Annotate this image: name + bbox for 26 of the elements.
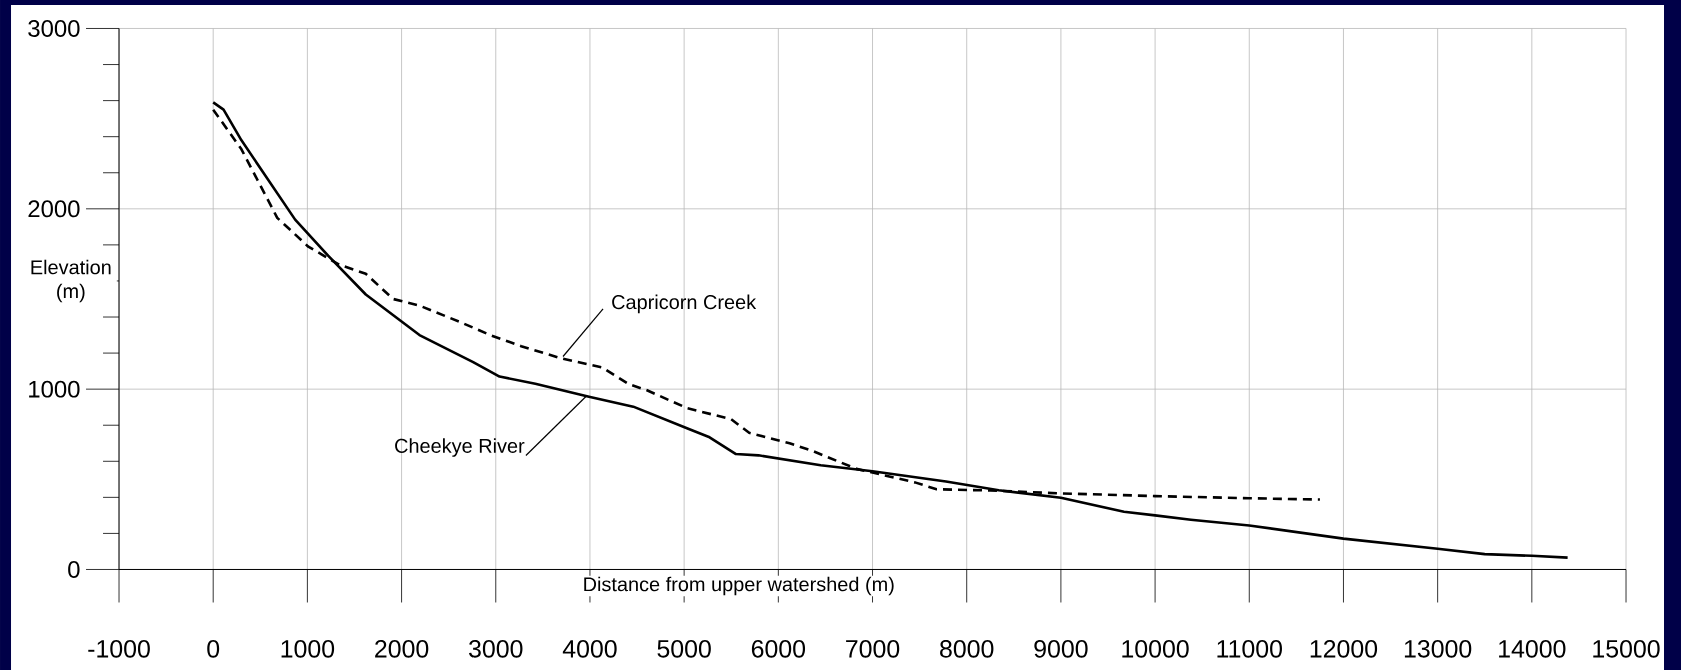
x-tick-label: 1000 xyxy=(281,640,335,658)
x-tick-label: -1000 xyxy=(88,640,150,658)
x-tick-label: 4000 xyxy=(562,640,617,658)
line-series xyxy=(211,101,1569,559)
x-tick-label: 7000 xyxy=(846,640,900,658)
x-tick-label: 9000 xyxy=(1034,640,1088,658)
x-tick-label: 11000 xyxy=(1217,640,1282,658)
x-tick-label: 10000 xyxy=(1122,640,1189,658)
x-tick-label: 6000 xyxy=(751,640,806,658)
x-tick-label: 12000 xyxy=(1310,640,1378,658)
x-tick-label: 8000 xyxy=(940,640,994,658)
y-tick-label: 1000 xyxy=(29,380,80,398)
y-tick-label: 2000 xyxy=(28,200,80,218)
x-tick-label: 13000 xyxy=(1404,640,1472,658)
y-tick-label: 0 xyxy=(68,561,80,578)
y-axis-title: Elevation (m) xyxy=(31,259,111,303)
text: Capricorn Creek xyxy=(612,294,757,314)
x-tick-label: 2000 xyxy=(375,640,429,658)
x-tick-label: 15000 xyxy=(1593,640,1660,658)
x-axis-title: Distance from upper watershed (m) xyxy=(584,576,894,596)
x-tick-label: 14000 xyxy=(1499,640,1566,658)
x-tick-label: 3000 xyxy=(469,640,523,658)
text: Cheekye River xyxy=(395,438,525,457)
x-tick-label: 0 xyxy=(207,640,220,658)
y-tick-label: 3000 xyxy=(28,20,80,37)
x-tick-label: 5000 xyxy=(657,640,711,658)
